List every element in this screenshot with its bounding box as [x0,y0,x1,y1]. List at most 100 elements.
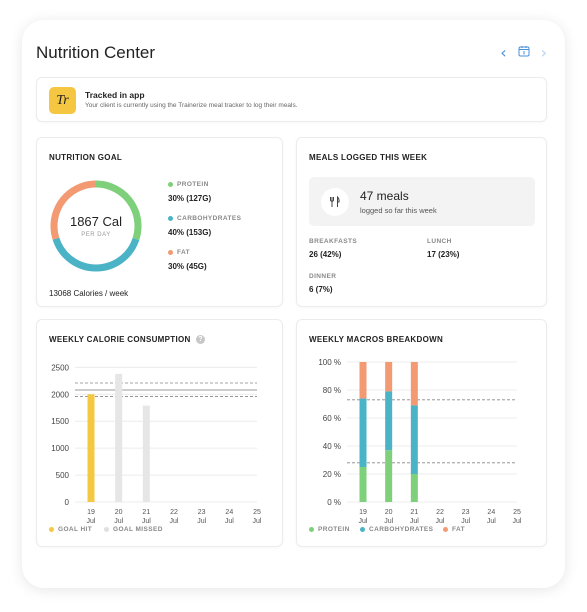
x-tick-label: Jul [513,518,522,525]
meal-dinner: DINNER 6 (7%) [309,273,336,294]
x-tick-label: 22 [170,509,178,516]
meal-lunch: LUNCH 17 (23%) [427,238,459,259]
x-tick-label: Jul [87,518,96,525]
protein-value: 30% (127G) [168,194,212,203]
macro-bar-carbohydrates[interactable] [385,391,393,451]
legend-carbohydrates: CARBOHYDRATES [360,526,433,533]
x-tick-label: 21 [410,509,418,516]
macro-protein: PROTEIN 30% (127G) [168,181,211,203]
x-tick-label: 22 [436,509,444,516]
x-tick-label: Jul [142,518,151,525]
carbohydrates-dot [168,215,173,221]
legend-fat: FAT [443,526,465,533]
legend-protein: PROTEIN [309,526,350,533]
donut-segment-carbohydrates [50,180,142,272]
protein-dot [168,181,173,187]
info-icon[interactable]: ? [196,335,206,345]
legend-protein-label: PROTEIN [318,526,350,533]
legend-carbohydrates-dot [360,526,365,532]
date-navigation: ‹ › [500,44,547,62]
page-title: Nutrition Center [36,43,156,62]
x-tick-label: Jul [253,518,262,525]
meals-count: 47 meals [360,189,409,203]
tracked-in-app-banner: Tr Tracked in app Your client is current… [36,77,547,122]
calorie-bar[interactable] [87,394,95,502]
per-day-label: PER DAY [81,232,111,238]
weekly-macros-heading: WEEKLY MACROS BREAKDOWN [309,335,444,344]
x-tick-label: Jul [384,518,393,525]
macro-bar-fat[interactable] [359,362,367,399]
macro-bar-protein[interactable] [410,474,418,502]
x-tick-label: 23 [198,509,206,516]
chevron-left-icon[interactable]: ‹ [500,43,507,62]
x-tick-label: Jul [461,518,470,525]
macro-bar-carbohydrates[interactable] [410,405,418,474]
weekly-calorie-card: WEEKLY CALORIE CONSUMPTION ? 0 500 1000 150… [36,319,283,547]
meals-logged-card: MEALS LOGGED THIS WEEK 47 meals logged s… [296,137,547,307]
legend-protein-dot [309,526,314,532]
x-tick-label: Jul [114,518,123,525]
x-tick-label: Jul [197,518,206,525]
breakfasts-label: BREAKFASTS [309,238,358,245]
meals-logged-heading: MEALS LOGGED THIS WEEK [309,153,428,162]
meals-count-sub: logged so far this week [360,206,437,215]
macro-carbohydrates: CARBOHYDRATES 40% (153G) [168,215,241,237]
x-tick-label: Jul [410,518,419,525]
x-tick-label: 23 [462,509,470,516]
legend-carbohydrates-label: CARBOHYDRATES [369,526,434,533]
goal-hit-label: GOAL HIT [58,526,93,533]
macro-bar-fat[interactable] [385,362,393,392]
banner-title: Tracked in app [85,90,145,100]
y-tick-label: 80 % [323,386,341,395]
x-tick-label: Jul [359,518,368,525]
x-tick-label: 24 [487,509,495,516]
x-tick-label: Jul [225,518,234,525]
goal-missed-label: GOAL MISSED [113,526,163,533]
y-tick-label: 0 % [327,498,341,507]
fat-label: FAT [177,249,190,256]
banner-subtitle: Your client is currently using the Train… [85,102,298,109]
cutlery-icon [321,188,349,216]
chevron-right-icon[interactable]: › [540,43,547,62]
y-tick-label: 60 % [323,414,341,423]
lunch-label: LUNCH [427,238,452,245]
x-tick-label: 25 [253,509,261,516]
x-tick-label: 21 [142,509,150,516]
nutrition-goal-card: NUTRITION GOAL 1867 Cal PER DAY PROTEIN … [36,137,283,307]
macro-bar-carbohydrates[interactable] [359,398,367,467]
weekly-calorie-heading: WEEKLY CALORIE CONSUMPTION ? [49,335,206,345]
dinner-value: 6 (7%) [309,285,333,294]
macro-fat: FAT 30% (45G) [168,249,207,271]
y-tick-label: 1500 [51,417,69,426]
y-tick-label: 1000 [51,444,69,453]
goal-hit-dot [49,526,54,532]
nutrition-center-panel: Nutrition Center ‹ › Tr Tracked in app Y… [22,20,565,588]
x-tick-label: Jul [487,518,496,525]
macro-bar-fat[interactable] [410,362,418,406]
carbohydrates-label: CARBOHYDRATES [177,215,242,222]
y-tick-label: 0 [65,498,70,507]
meal-breakfasts: BREAKFASTS 26 (42%) [309,238,357,259]
trainerize-logo: Tr [49,87,76,114]
protein-label: PROTEIN [177,181,209,188]
y-tick-label: 2000 [51,390,69,399]
meals-summary-box: 47 meals logged so far this week [309,177,535,226]
weekly-calories-text: 13068 Calories / week [49,289,129,298]
x-tick-label: Jul [170,518,179,525]
calorie-bar[interactable] [142,405,150,502]
macro-bar-protein[interactable] [359,467,367,502]
x-tick-label: Jul [436,518,445,525]
fat-dot [168,249,173,255]
calendar-icon[interactable] [518,44,530,62]
daily-calories: 1867 Cal [69,214,123,229]
y-tick-label: 500 [56,471,70,480]
y-tick-label: 2500 [51,363,69,372]
weekly-calorie-title: WEEKLY CALORIE CONSUMPTION [49,335,191,344]
y-tick-label: 40 % [323,442,341,451]
y-tick-label: 100 % [318,358,341,367]
macro-bar-protein[interactable] [385,450,393,502]
x-tick-label: 24 [225,509,233,516]
goal-missed-dot [104,526,109,532]
carbohydrates-value: 40% (153G) [168,228,212,237]
calorie-bar[interactable] [115,373,123,502]
